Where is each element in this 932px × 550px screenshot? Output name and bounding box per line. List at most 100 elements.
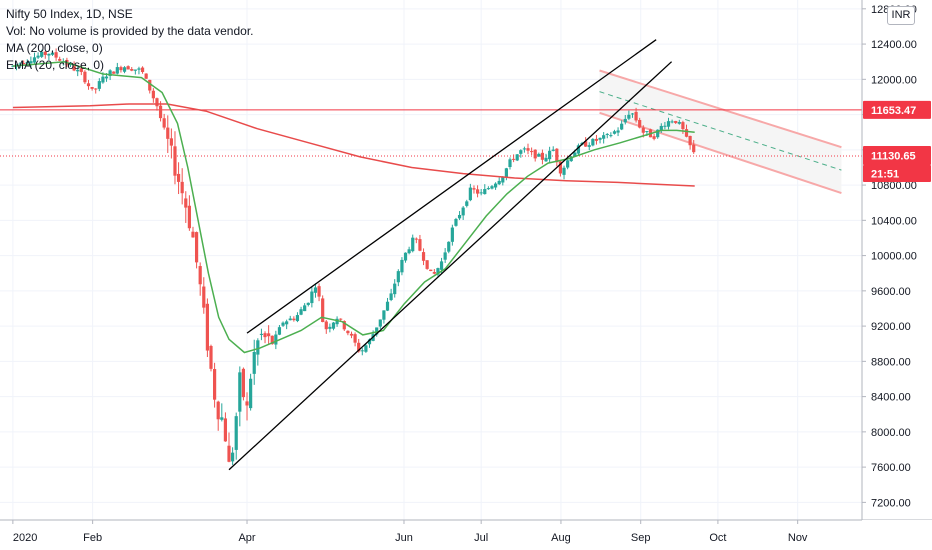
time-axis[interactable]: 2020 Feb Apr Jun Jul Aug Sep Oct Nov — [0, 519, 932, 550]
candle-body — [295, 315, 300, 322]
candle-body — [47, 53, 51, 56]
candle-body — [472, 188, 476, 190]
time-tick-label: Feb — [83, 532, 102, 544]
candle-body — [443, 252, 447, 260]
wedge-upper-line — [246, 39, 657, 334]
candle-body — [184, 198, 188, 208]
candle-body — [220, 417, 224, 420]
candle-body — [119, 67, 123, 71]
price-tick-label: 10400.00 — [871, 215, 917, 227]
axis-corner — [862, 520, 932, 550]
candle-body — [450, 227, 454, 242]
channel-midline — [599, 91, 842, 171]
candle-body — [616, 130, 620, 133]
candle-body — [346, 330, 350, 334]
legend-title[interactable]: Nifty 50 Index, 1D, NSE — [6, 7, 133, 21]
candle-body — [155, 98, 159, 107]
candle-body — [115, 67, 119, 74]
candle-body — [101, 76, 105, 83]
candle-body — [22, 62, 26, 65]
candle-body — [652, 136, 656, 139]
candle-body — [688, 135, 692, 146]
candle-body — [256, 340, 260, 355]
candle-body — [241, 368, 246, 398]
candle-body — [25, 62, 29, 64]
candle-body — [584, 141, 588, 147]
candle-body — [439, 261, 444, 270]
candle-body — [194, 232, 199, 263]
hline-badge-label: 11653.47 — [871, 105, 916, 117]
candle-body — [18, 63, 22, 65]
price-tick-label: 9200.00 — [871, 321, 911, 333]
candle-body — [162, 118, 166, 128]
candle-body — [281, 322, 285, 326]
candle-body — [360, 350, 364, 352]
candle-body — [342, 321, 346, 330]
candle-body — [313, 287, 318, 293]
candle-body — [158, 105, 163, 119]
candle-body — [137, 68, 141, 70]
candle-body — [479, 192, 483, 194]
time-tick-label: Nov — [788, 532, 808, 544]
candle-body — [493, 183, 498, 188]
candle-body — [400, 259, 404, 273]
legend-ma200[interactable]: MA (200, close, 0) — [6, 41, 103, 55]
candle-body — [339, 318, 343, 320]
candle-body — [321, 298, 325, 322]
candle-body — [623, 118, 627, 123]
candle-body — [389, 293, 393, 301]
candle-body — [122, 67, 127, 72]
candle-body — [130, 69, 134, 71]
candle-body — [393, 283, 397, 295]
candle-body — [684, 129, 689, 137]
candle-body — [274, 334, 278, 345]
candle-body — [292, 318, 296, 321]
candle-body — [465, 201, 469, 206]
candle-body — [349, 333, 354, 336]
price-tick-label: 8400.00 — [871, 392, 911, 404]
candle-body — [515, 154, 519, 161]
price-tick-label: 7600.00 — [871, 462, 911, 474]
regression-channel[interactable] — [599, 69, 842, 194]
rising-wedge-lines[interactable] — [228, 39, 673, 471]
candle-body — [504, 168, 508, 178]
candle-body — [68, 64, 73, 66]
ma200-path — [12, 103, 695, 187]
candle-body — [659, 125, 663, 131]
candle-body — [540, 152, 545, 160]
candle-body — [403, 252, 408, 261]
candle-body — [591, 138, 595, 146]
candle-body — [205, 303, 209, 351]
candle-body — [407, 249, 411, 254]
candle-body — [357, 342, 361, 352]
legend-ema20[interactable]: EMA (20, close, 0) — [6, 58, 105, 72]
candle-body — [303, 305, 307, 312]
candle-body — [86, 83, 91, 87]
candle-body — [299, 309, 303, 315]
candle-body — [537, 153, 541, 157]
candle-body — [382, 310, 386, 320]
candle-body — [627, 114, 631, 119]
time-tick-label: Aug — [551, 532, 571, 544]
candle-body — [421, 252, 426, 261]
candle-body — [231, 452, 235, 462]
hline-badge-bg — [863, 100, 931, 119]
candle-body — [666, 121, 671, 127]
candle-body — [166, 127, 170, 139]
candle-body — [50, 52, 55, 55]
candle-body — [573, 152, 577, 157]
candle-body — [238, 372, 242, 412]
candle-body — [562, 167, 566, 175]
price-tick-label: 12400.00 — [871, 39, 917, 51]
last-price-badge-label: 11130.65 — [871, 150, 916, 162]
currency-button[interactable]: INR — [887, 6, 915, 25]
grid-lines — [0, 0, 862, 520]
candle-body — [180, 181, 184, 194]
price-badges: 11653.47 11130.65 21:51 — [863, 100, 931, 182]
candle-body — [620, 123, 624, 130]
candle-body — [97, 81, 101, 89]
price-axis[interactable]: 7200.00 7600.00 8000.00 8400.00 8800.00 9200.… — [861, 0, 932, 550]
candle-body — [375, 327, 379, 335]
candle-body — [94, 88, 98, 90]
